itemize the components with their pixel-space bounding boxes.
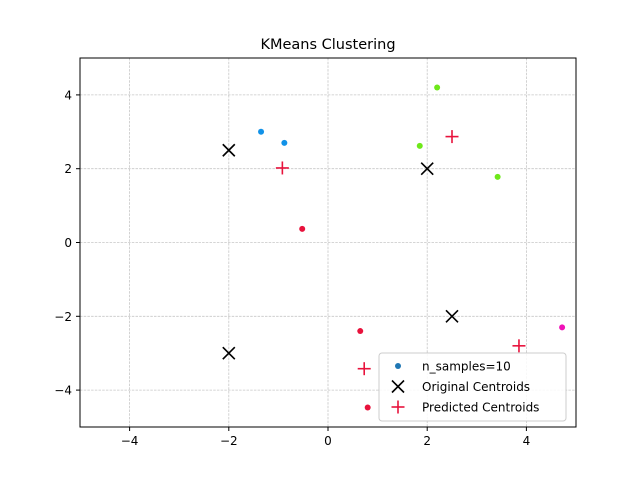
legend: n_samples=10 Original Centroids Predicted … (378, 352, 567, 422)
x-tick-label: 2 (423, 434, 431, 448)
predicted-centroid-marker (275, 161, 289, 175)
original-centroid-marker (420, 162, 434, 176)
predicted-centroid-marker (445, 130, 459, 144)
x-stroke (420, 162, 434, 176)
x-stroke (391, 379, 405, 394)
legend-label: Predicted Centroids (422, 401, 539, 415)
y-tick-label: 4 (64, 88, 72, 102)
y-tick-label: −4 (54, 384, 72, 398)
legend-marker (391, 400, 405, 414)
legend-box (378, 352, 567, 422)
legend-label: n_samples=10 (422, 360, 511, 374)
y-tick-label: 0 (64, 236, 72, 250)
legend-marker (395, 363, 401, 369)
x-stroke (222, 143, 236, 157)
sample-point (559, 324, 566, 331)
y-tick-label: −2 (54, 310, 72, 324)
original-centroid-marker (222, 346, 236, 360)
original-centroid-marker (222, 143, 236, 157)
sample-point (357, 328, 364, 335)
axes: −4 −2 0 2 4 −4 −2 0 2 4 (54, 57, 577, 448)
x-tick-label: 4 (523, 434, 531, 448)
data-marks (222, 84, 566, 411)
legend-label: Original Centroids (422, 380, 530, 394)
chart-title: KMeans Clustering (260, 37, 395, 53)
sample-point (364, 404, 371, 411)
predicted-centroid-marker (357, 362, 371, 376)
y-tick-label: 2 (64, 162, 72, 176)
sample-point (494, 173, 501, 180)
x-tick-label: −4 (121, 434, 139, 448)
x-tick-label: 0 (324, 434, 332, 448)
original-centroid-marker (445, 309, 459, 323)
sample-point (434, 84, 441, 91)
x-stroke (445, 309, 459, 323)
x-tick-label: −2 (220, 434, 238, 448)
sample-point (299, 225, 306, 232)
predicted-centroid-marker (512, 339, 526, 353)
x-stroke (222, 346, 236, 360)
sample-point (416, 142, 423, 149)
sample-point (281, 139, 288, 146)
legend-marker (391, 379, 405, 394)
sample-point (258, 128, 265, 135)
